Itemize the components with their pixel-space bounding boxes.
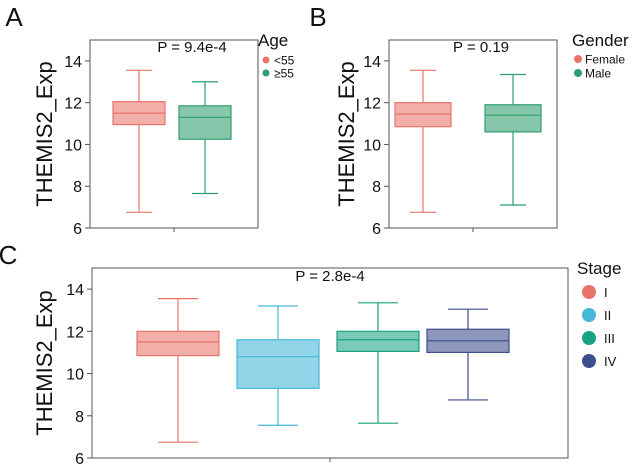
- box-series-2: [484, 104, 542, 133]
- legend-label-series-3: III: [604, 331, 615, 346]
- legend-marker-series-1: [262, 56, 270, 64]
- legend-title: Age: [258, 31, 288, 50]
- y-axis-label: THEMIS2_Exp: [334, 61, 359, 207]
- legend-label-series-2: ≥55: [274, 67, 294, 81]
- plot-frame: [91, 267, 569, 459]
- y-tick-label: 8: [372, 179, 381, 196]
- y-tick-label: 10: [64, 137, 82, 154]
- y-tick-label: 14: [64, 54, 82, 71]
- y-tick-label: 10: [363, 137, 381, 154]
- y-tick-label: 8: [75, 409, 84, 426]
- legend-title: Gender: [572, 31, 629, 50]
- legend-marker-series-2: [262, 69, 270, 77]
- legend-label-series-4: IV: [604, 354, 617, 369]
- y-tick-label: 6: [73, 221, 82, 238]
- p-value-annotation: P = 9.4e-4: [157, 39, 226, 56]
- panel-letter-a: A: [5, 2, 23, 32]
- legend-marker-series-1: [574, 55, 582, 63]
- p-value-annotation: P = 2.8e-4: [295, 268, 364, 285]
- legend-label-series-2: II: [604, 308, 611, 323]
- box-series-1: [136, 330, 220, 357]
- legend-marker-series-1: [582, 285, 596, 299]
- plot-frame: [388, 39, 558, 229]
- legend-label-series-1: I: [604, 285, 608, 300]
- y-axis-label: THEMIS2_Exp: [32, 290, 57, 436]
- y-tick-label: 14: [66, 282, 84, 299]
- panel-letter-c: C: [0, 240, 17, 270]
- y-tick-label: 6: [372, 221, 381, 238]
- panel-letter-b: B: [309, 2, 326, 32]
- legend-label-series-2: Male: [585, 67, 611, 81]
- p-value-annotation: P = 0.19: [453, 39, 509, 56]
- legend-label-series-1: Female: [585, 53, 625, 67]
- y-tick-label: 14: [363, 54, 381, 71]
- box-series-2: [178, 105, 232, 140]
- legend-title: Stage: [577, 259, 621, 278]
- y-tick-label: 10: [66, 367, 84, 384]
- legend-label-series-1: <55: [274, 54, 295, 68]
- legend-marker-series-2: [574, 69, 582, 77]
- legend-marker-series-2: [582, 308, 596, 322]
- box-series-3: [336, 330, 420, 352]
- plot-frame: [89, 39, 259, 229]
- y-tick-label: 12: [66, 324, 84, 341]
- legend-marker-series-4: [582, 354, 596, 368]
- box-series-2: [236, 339, 320, 389]
- legend-marker-series-3: [582, 331, 596, 345]
- y-tick-label: 8: [73, 179, 82, 196]
- y-axis-label: THEMIS2_Exp: [32, 61, 57, 207]
- y-tick-label: 12: [363, 96, 381, 113]
- y-tick-label: 6: [75, 451, 84, 464]
- y-tick-label: 12: [64, 96, 82, 113]
